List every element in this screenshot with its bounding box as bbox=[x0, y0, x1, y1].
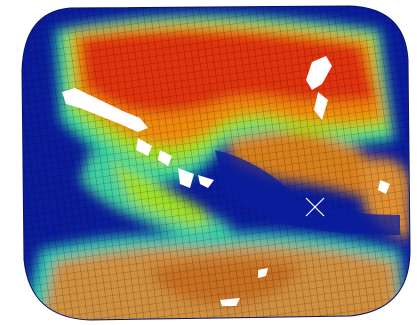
fea-contour-image bbox=[0, 0, 417, 325]
deformed-body bbox=[0, 0, 417, 325]
page: (() => { const data = JSON.parse(documen… bbox=[0, 0, 417, 325]
element-mesh bbox=[0, 0, 417, 325]
